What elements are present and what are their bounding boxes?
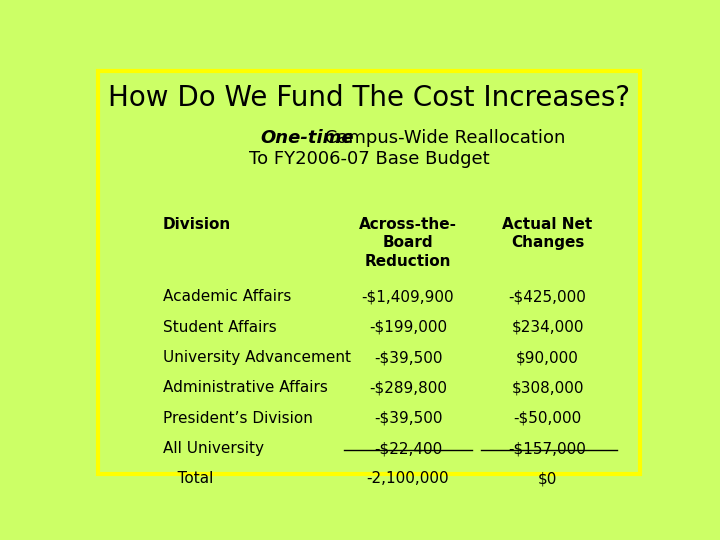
Text: -$22,400: -$22,400 [374, 441, 442, 456]
Text: -$425,000: -$425,000 [508, 289, 587, 305]
Text: -$50,000: -$50,000 [513, 411, 582, 426]
Text: -$1,409,900: -$1,409,900 [361, 289, 454, 305]
Text: -$157,000: -$157,000 [508, 441, 587, 456]
Text: University Advancement: University Advancement [163, 350, 351, 365]
Text: Actual Net
Changes: Actual Net Changes [503, 217, 593, 250]
Text: Division: Division [163, 217, 231, 232]
Text: -$289,800: -$289,800 [369, 380, 447, 395]
Text: One-time: One-time [260, 129, 354, 147]
Text: Academic Affairs: Academic Affairs [163, 289, 291, 305]
Text: Across-the-
Board
Reduction: Across-the- Board Reduction [359, 217, 457, 269]
Text: Total: Total [163, 471, 213, 487]
Text: How Do We Fund The Cost Increases?: How Do We Fund The Cost Increases? [108, 84, 630, 112]
Text: All University: All University [163, 441, 264, 456]
Text: Student Affairs: Student Affairs [163, 320, 276, 335]
Text: President’s Division: President’s Division [163, 411, 312, 426]
Text: -$199,000: -$199,000 [369, 320, 447, 335]
Text: $234,000: $234,000 [511, 320, 584, 335]
Text: To FY2006-07 Base Budget: To FY2006-07 Base Budget [248, 150, 490, 168]
Text: Administrative Affairs: Administrative Affairs [163, 380, 328, 395]
FancyBboxPatch shape [99, 71, 639, 474]
Text: -$39,500: -$39,500 [374, 350, 442, 365]
Text: -2,100,000: -2,100,000 [366, 471, 449, 487]
Text: Campus-Wide Reallocation: Campus-Wide Reallocation [319, 129, 565, 147]
Text: $308,000: $308,000 [511, 380, 584, 395]
Text: $90,000: $90,000 [516, 350, 579, 365]
Text: $0: $0 [538, 471, 557, 487]
Text: -$39,500: -$39,500 [374, 411, 442, 426]
